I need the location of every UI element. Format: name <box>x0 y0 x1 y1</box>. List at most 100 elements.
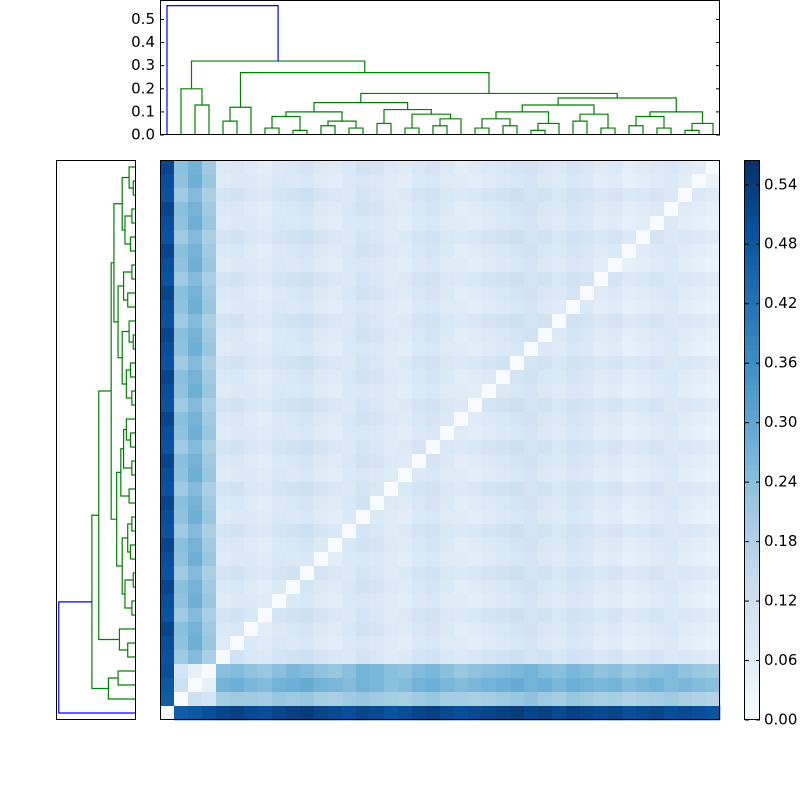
heatmap-cell <box>398 650 413 665</box>
heatmap-cell <box>272 468 287 483</box>
heatmap-cell <box>244 706 259 721</box>
heatmap-cell <box>440 314 455 329</box>
heatmap-cell <box>300 552 315 567</box>
heatmap-cell <box>258 370 273 385</box>
heatmap-cell <box>706 468 721 483</box>
heatmap-cell <box>692 692 707 707</box>
heatmap-cell <box>678 202 693 217</box>
heatmap-cell <box>440 468 455 483</box>
heatmap-cell <box>664 216 679 231</box>
heatmap-cell <box>706 580 721 595</box>
heatmap-cell <box>692 636 707 651</box>
heatmap-cell <box>174 496 189 511</box>
heatmap-cell <box>300 538 315 553</box>
heatmap-cell <box>426 538 441 553</box>
heatmap-cell <box>188 524 203 539</box>
heatmap-cell <box>202 412 217 427</box>
heatmap-cell <box>272 300 287 315</box>
heatmap-cell <box>188 566 203 581</box>
heatmap-cell <box>692 482 707 497</box>
colorbar-gradient <box>745 440 760 446</box>
heatmap-cell <box>174 608 189 623</box>
heatmap-cell <box>524 468 539 483</box>
heatmap-cell <box>412 650 427 665</box>
heatmap-cell <box>216 202 231 217</box>
heatmap-cell <box>580 454 595 469</box>
heatmap-cell <box>678 650 693 665</box>
heatmap-cell <box>314 706 329 721</box>
heatmap-cell <box>664 538 679 553</box>
heatmap-cell <box>454 482 469 497</box>
heatmap-cell <box>202 706 217 721</box>
heatmap-cell <box>454 692 469 707</box>
heatmap-cell <box>580 468 595 483</box>
heatmap-cell <box>356 608 371 623</box>
heatmap-cell <box>286 482 301 497</box>
heatmap-cell <box>328 370 343 385</box>
heatmap-cell <box>678 468 693 483</box>
heatmap-cell <box>440 356 455 371</box>
heatmap-cell <box>664 370 679 385</box>
colorbar-gradient <box>745 235 760 241</box>
heatmap-cell <box>608 160 623 175</box>
heatmap-cell <box>412 258 427 273</box>
heatmap-cell <box>342 426 357 441</box>
heatmap-cell <box>454 370 469 385</box>
heatmap-cell <box>174 188 189 203</box>
heatmap-cell <box>454 328 469 343</box>
heatmap-cell <box>454 552 469 567</box>
heatmap-cell <box>244 370 259 385</box>
heatmap-cell <box>384 286 399 301</box>
heatmap-cell <box>412 174 427 189</box>
heatmap-cell <box>174 468 189 483</box>
heatmap-cell <box>580 300 595 315</box>
heatmap-cell <box>650 216 665 231</box>
colorbar-gradient <box>745 670 760 676</box>
heatmap-cell <box>258 566 273 581</box>
colorbar-gradient <box>745 405 760 411</box>
heatmap-cell <box>594 692 609 707</box>
heatmap-cell <box>356 664 371 679</box>
heatmap-cell <box>272 370 287 385</box>
heatmap-cell <box>608 370 623 385</box>
heatmap-cell <box>272 174 287 189</box>
heatmap-cell <box>622 328 637 343</box>
heatmap-cell <box>398 272 413 287</box>
heatmap-cell <box>342 286 357 301</box>
colorbar-tick-label: 0.24 <box>764 473 797 491</box>
heatmap-cell <box>538 538 553 553</box>
heatmap-cell <box>524 496 539 511</box>
heatmap-cell <box>524 454 539 469</box>
heatmap-cell <box>454 510 469 525</box>
heatmap-cell <box>524 482 539 497</box>
colorbar-frame <box>744 160 760 720</box>
heatmap-cell <box>440 580 455 595</box>
heatmap-cell <box>496 258 511 273</box>
heatmap-cell <box>314 538 329 553</box>
heatmap-cell <box>202 244 217 259</box>
heatmap-cell <box>258 398 273 413</box>
heatmap-cell <box>258 174 273 189</box>
heatmap-cell <box>678 608 693 623</box>
heatmap-cell <box>328 244 343 259</box>
heatmap-cell <box>328 230 343 245</box>
heatmap-cell <box>482 510 497 525</box>
heatmap-cell <box>174 314 189 329</box>
heatmap-cell <box>580 496 595 511</box>
heatmap-cell <box>342 398 357 413</box>
heatmap-cell <box>496 202 511 217</box>
heatmap-cell <box>426 398 441 413</box>
heatmap-cell <box>160 342 175 357</box>
heatmap-cell <box>482 188 497 203</box>
heatmap-cell <box>216 230 231 245</box>
heatmap-cell <box>258 496 273 511</box>
heatmap-cell <box>580 440 595 455</box>
heatmap-cell <box>398 580 413 595</box>
heatmap-cell <box>594 482 609 497</box>
heatmap-cell <box>454 566 469 581</box>
heatmap-cell <box>706 692 721 707</box>
heatmap-cell <box>524 412 539 427</box>
heatmap-cell <box>174 440 189 455</box>
heatmap-cell <box>160 272 175 287</box>
heatmap-cell <box>412 160 427 175</box>
